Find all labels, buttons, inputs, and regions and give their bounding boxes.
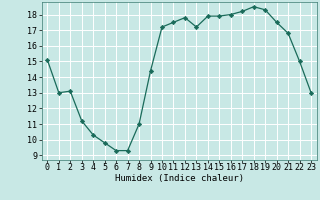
X-axis label: Humidex (Indice chaleur): Humidex (Indice chaleur) <box>115 174 244 183</box>
